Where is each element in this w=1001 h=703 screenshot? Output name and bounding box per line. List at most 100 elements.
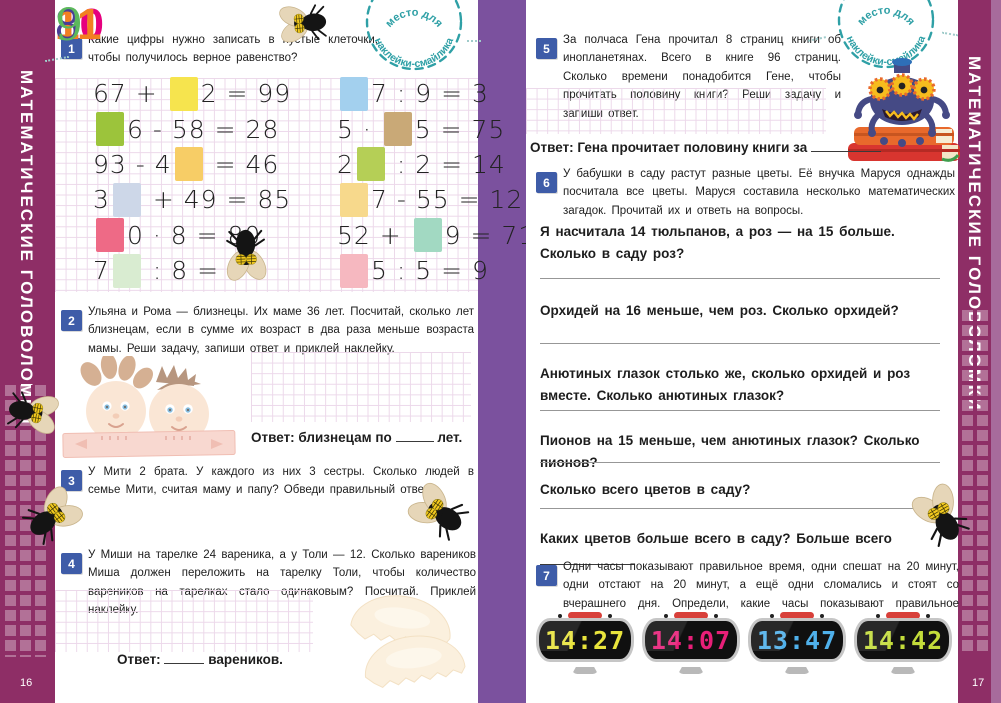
answer-box[interactable] (96, 112, 124, 147)
sticker-placeholder: место для наклейки-смайлика (365, 0, 463, 71)
equation-row: 2 : 2 = 14 (337, 147, 535, 182)
answer-box[interactable] (340, 76, 368, 111)
task-2-work-area[interactable] (251, 352, 471, 422)
equation-row: 5 : 5 = 9 (337, 253, 535, 288)
digital-clock-1: 14:27 (536, 610, 636, 674)
clock-stand (678, 667, 704, 674)
fly-icon (0, 384, 65, 440)
fly-icon (221, 217, 271, 289)
alien-on-books-illustration (848, 58, 960, 162)
equation-text: + 49 = 85 (143, 185, 292, 215)
question-1: Я насчитала 14 тюльпанов, а роз — на 15 … (540, 224, 895, 262)
clock-screen: 14:27 (536, 618, 634, 662)
answer-box[interactable] (112, 182, 141, 217)
left-page: 1 Какие цифры нужно записать в пустые кл… (45, 0, 534, 703)
answer-box[interactable] (340, 253, 368, 288)
question-2: Орхидей на 16 меньше, чем роз. Сколько о… (540, 303, 899, 318)
answer-line[interactable] (540, 278, 940, 279)
clock-button (674, 612, 708, 619)
task-2-answer: Ответ: близнецам по лет. (251, 430, 463, 445)
dotted-trail (941, 31, 959, 37)
task-4-work-area[interactable] (55, 590, 313, 652)
answer-box[interactable] (96, 218, 124, 253)
task-7-badge: 7 (536, 565, 557, 586)
stamp-text-2: наклейки-смайлика (372, 36, 456, 70)
answer-blank[interactable] (540, 561, 635, 566)
answer-box[interactable] (340, 182, 368, 217)
task-6-text: У бабушки в саду растут разные цветы. Её… (563, 168, 955, 217)
left-sidebar: МАТЕМАТИЧЕСКИЕ ГОЛОВОЛОМКИ 16 (0, 0, 55, 703)
option-10[interactable]: 10 (55, 0, 104, 49)
stamp-text-1: место для (383, 7, 445, 30)
stamp-text-1: место для (855, 5, 917, 28)
task-5-work-area[interactable] (526, 88, 826, 134)
clock-time: 13:47 (756, 625, 838, 655)
right-sidebar-squares-pattern (962, 310, 996, 655)
clock-time: 14:42 (862, 625, 944, 655)
answer-box[interactable] (174, 147, 203, 182)
task-1-text: Какие цифры нужно записать в пустые клет… (88, 34, 378, 65)
answer-blank[interactable] (164, 660, 205, 664)
answer-line[interactable] (540, 508, 940, 509)
fly-icon (276, 0, 334, 47)
answer-line[interactable] (540, 410, 940, 411)
equation-row: 52 + 9 = 71 (337, 218, 535, 253)
left-page-number: 16 (20, 677, 33, 689)
option-9[interactable]: 9 (55, 0, 83, 51)
task-2-text: Ульяна и Рома — близнецы. Их маме 36 лет… (88, 306, 474, 355)
answer-line[interactable] (540, 343, 940, 344)
equation-text: 5 : 5 = 9 (371, 256, 489, 286)
clock-stand (890, 667, 916, 674)
right-page: 5 За полчаса Гена прочитал 8 страниц кни… (526, 0, 960, 703)
equation-text: 2 = 99 (200, 79, 292, 109)
equation-row: 3 + 49 = 85 (93, 182, 291, 217)
equation-text: 52 + (337, 220, 411, 250)
answer-box[interactable] (413, 218, 442, 253)
equation-text: : 2 = 14 (387, 149, 506, 179)
answer-box[interactable] (356, 147, 385, 182)
option-8[interactable]: 8 (55, 0, 80, 49)
question-4: Пионов на 15 меньше, чем анютиных глазок… (540, 433, 920, 471)
svg-text:место для: место для (855, 5, 917, 28)
equation-text: 3 (93, 185, 110, 215)
task-1-badge: 1 (61, 38, 82, 59)
right-page-number: 17 (972, 677, 985, 689)
equation-text: 9 = 71 (444, 220, 536, 250)
clock-button (886, 612, 920, 619)
equations-right-column: 7 : 9 = 3 5 · 5 = 75 2 : 2 = 14 7 - 55 =… (337, 76, 535, 288)
answer-line[interactable] (540, 462, 940, 463)
digital-clock-2: 14:07 (642, 610, 742, 674)
question-3: Анютиных глазок столько же, сколько орхи… (540, 366, 911, 404)
answer-box[interactable] (112, 253, 141, 288)
equation-row: 5 · 5 = 75 (337, 111, 535, 147)
answer-box[interactable] (383, 112, 412, 147)
answer-blank[interactable] (810, 148, 881, 152)
clock-time: 14:07 (650, 625, 732, 655)
task-6-badge: 6 (536, 172, 557, 193)
equation-row: 7 : 9 = 3 (337, 76, 535, 111)
question-6: Каких цветов больше всего в саду? Больше… (540, 528, 960, 573)
book-gutter (478, 0, 526, 703)
svg-text:наклейки-смайлика: наклейки-смайлика (372, 36, 456, 70)
question-5: Сколько всего цветов в саду? (540, 482, 751, 497)
sticker-placeholder: место для наклейки-смайлика (837, 0, 935, 69)
equation-row: 67 + 2 = 99 (93, 76, 291, 111)
ruler-illustration (62, 430, 236, 458)
dumplings-illustration (350, 595, 466, 689)
equation-text: 6 - 58 = 28 (127, 114, 280, 144)
svg-text:место для: место для (383, 7, 445, 30)
equation-row: 6 - 58 = 28 (93, 111, 291, 147)
option-11[interactable]: 11 (55, 0, 102, 49)
answer-blank[interactable] (395, 438, 434, 442)
twins-illustration (62, 356, 236, 458)
equation-text: = 46 (205, 149, 280, 179)
task-4-answer: Ответ: вареников. (117, 652, 283, 667)
equation-text: 7 : 9 = 3 (371, 79, 489, 109)
equation-text: 67 + (93, 79, 167, 109)
answer-box[interactable] (169, 76, 198, 111)
equation-text: 5 · (337, 114, 381, 144)
clock-stand (784, 667, 810, 674)
equation-row: 7 - 55 = 12 (337, 182, 535, 217)
task-3-text: У Мити 2 брата. У каждого из них 3 сестр… (88, 466, 474, 497)
